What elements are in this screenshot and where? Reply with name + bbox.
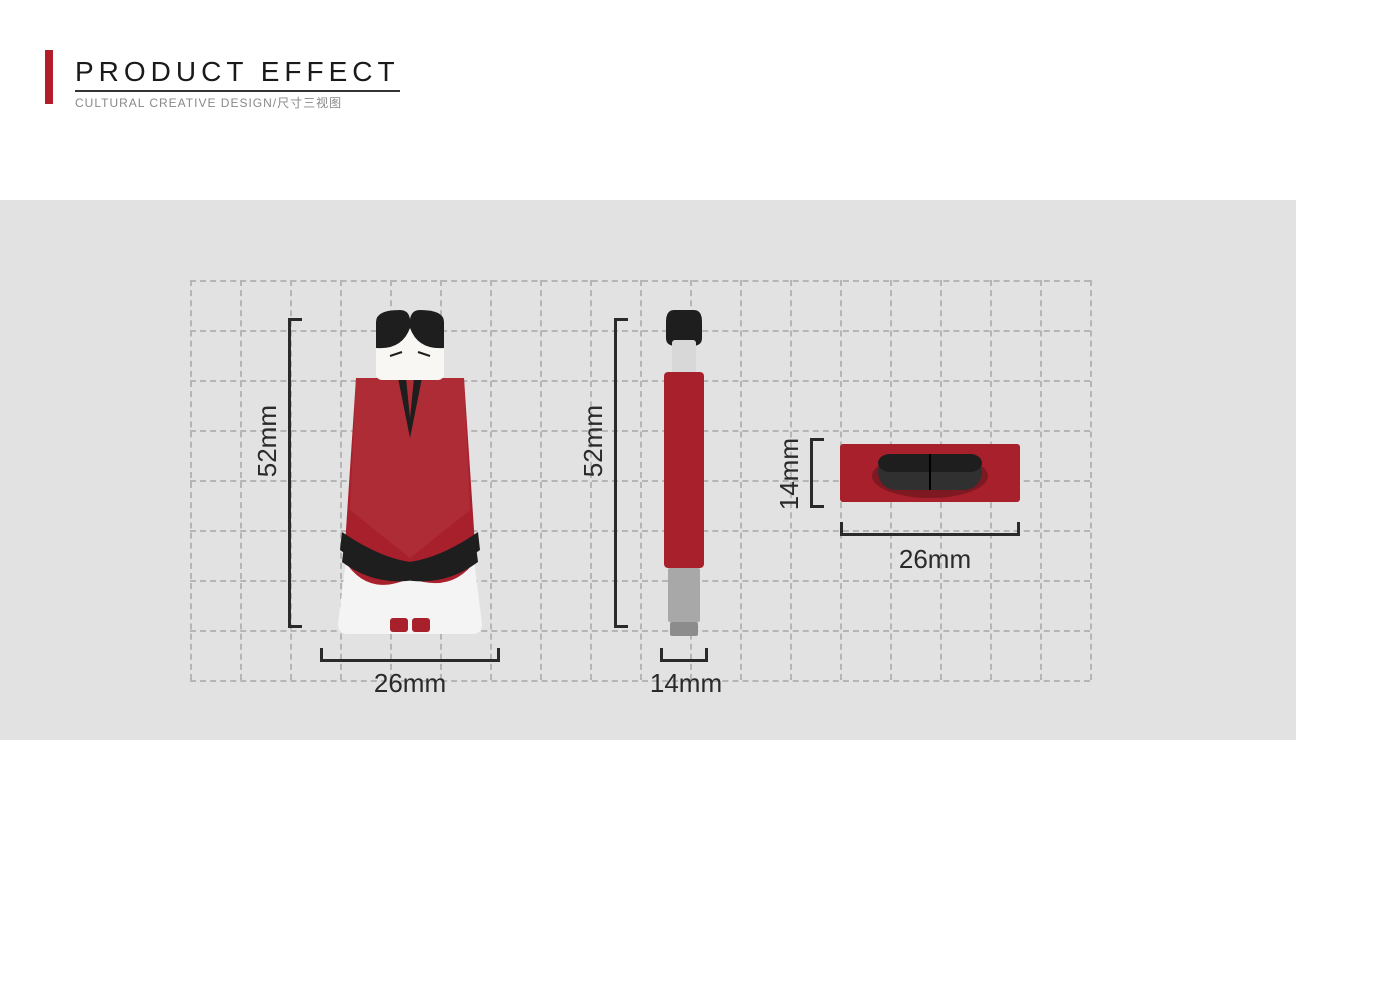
side-robe: [664, 372, 704, 568]
side-view: [660, 310, 708, 640]
dim-bracket-side-height: [614, 318, 628, 628]
dim-bracket-top-width: [840, 522, 1020, 536]
page-header: PRODUCT EFFECT CULTURAL CREATIVE DESIGN/…: [45, 50, 400, 111]
accent-bar: [45, 50, 53, 104]
dim-label-top-width: 26mm: [885, 544, 985, 575]
shoe-right: [412, 618, 430, 632]
front-view: [320, 310, 500, 640]
grid-line-v: [1040, 280, 1042, 680]
dim-bracket-side-width: [660, 648, 708, 662]
grid-line-v: [740, 280, 742, 680]
dim-label-side-height: 52mm: [578, 405, 609, 477]
grid-line-v: [1090, 280, 1092, 680]
dim-label-top-height: 14mm: [774, 438, 805, 510]
grid-line-v: [540, 280, 542, 680]
side-face: [672, 340, 696, 374]
dim-bracket-top-height: [810, 438, 824, 508]
dim-bracket-front-height: [288, 318, 302, 628]
dim-label-front-width: 26mm: [340, 668, 480, 699]
shoe-left: [390, 618, 408, 632]
page-subtitle: CULTURAL CREATIVE DESIGN/尺寸三视图: [75, 94, 400, 111]
dim-label-side-width: 14mm: [636, 668, 736, 699]
title-block: PRODUCT EFFECT CULTURAL CREATIVE DESIGN/…: [75, 50, 400, 111]
top-view: [840, 438, 1020, 508]
diagram-canvas: 52mm 26mm 52mm 14mm 14mm 26mm: [0, 200, 1296, 740]
side-skirt: [668, 568, 700, 622]
side-shoe: [670, 622, 698, 636]
dim-label-front-height: 52mm: [252, 405, 283, 477]
grid-line-v: [240, 280, 242, 680]
grid-line-v: [190, 280, 192, 680]
grid-line-v: [590, 280, 592, 680]
grid-line-v: [640, 280, 642, 680]
dim-bracket-front-width: [320, 648, 500, 662]
page-title: PRODUCT EFFECT: [75, 56, 400, 92]
